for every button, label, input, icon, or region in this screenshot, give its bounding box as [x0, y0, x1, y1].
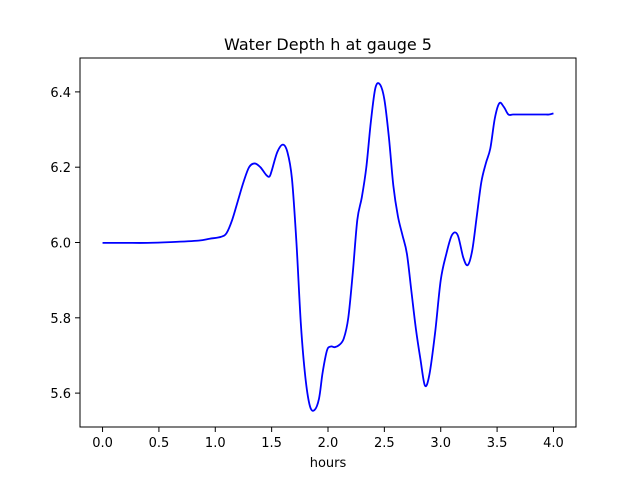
x-tick-label: 3.5 — [487, 436, 508, 451]
x-tick-label: 4.0 — [543, 436, 564, 451]
x-tick-label: 3.0 — [430, 436, 451, 451]
x-axis-label: hours — [310, 456, 347, 471]
y-axis-ticks: 5.6 5.8 6.0 6.2 6.4 — [50, 86, 80, 402]
y-tick-label: 6.4 — [50, 86, 71, 101]
x-tick-label: 0.0 — [92, 436, 113, 451]
x-axis-ticks: 0.0 0.5 1.0 1.5 2.0 2.5 3.0 3.5 4.0 — [92, 427, 564, 451]
y-tick-label: 6.2 — [50, 161, 71, 176]
plot-area — [102, 82, 554, 412]
x-tick-label: 1.5 — [261, 436, 282, 451]
y-tick-label: 5.6 — [50, 387, 71, 402]
x-tick-label: 0.5 — [149, 436, 170, 451]
x-tick-label: 1.0 — [205, 436, 226, 451]
y-tick-label: 5.8 — [50, 312, 71, 327]
axes-frame — [79, 57, 577, 428]
x-tick-label: 2.5 — [374, 436, 395, 451]
x-tick-label: 2.0 — [318, 436, 339, 451]
y-tick-label: 6.0 — [50, 237, 71, 252]
chart-title: Water Depth h at gauge 5 — [224, 35, 432, 54]
series-line — [102, 82, 554, 412]
